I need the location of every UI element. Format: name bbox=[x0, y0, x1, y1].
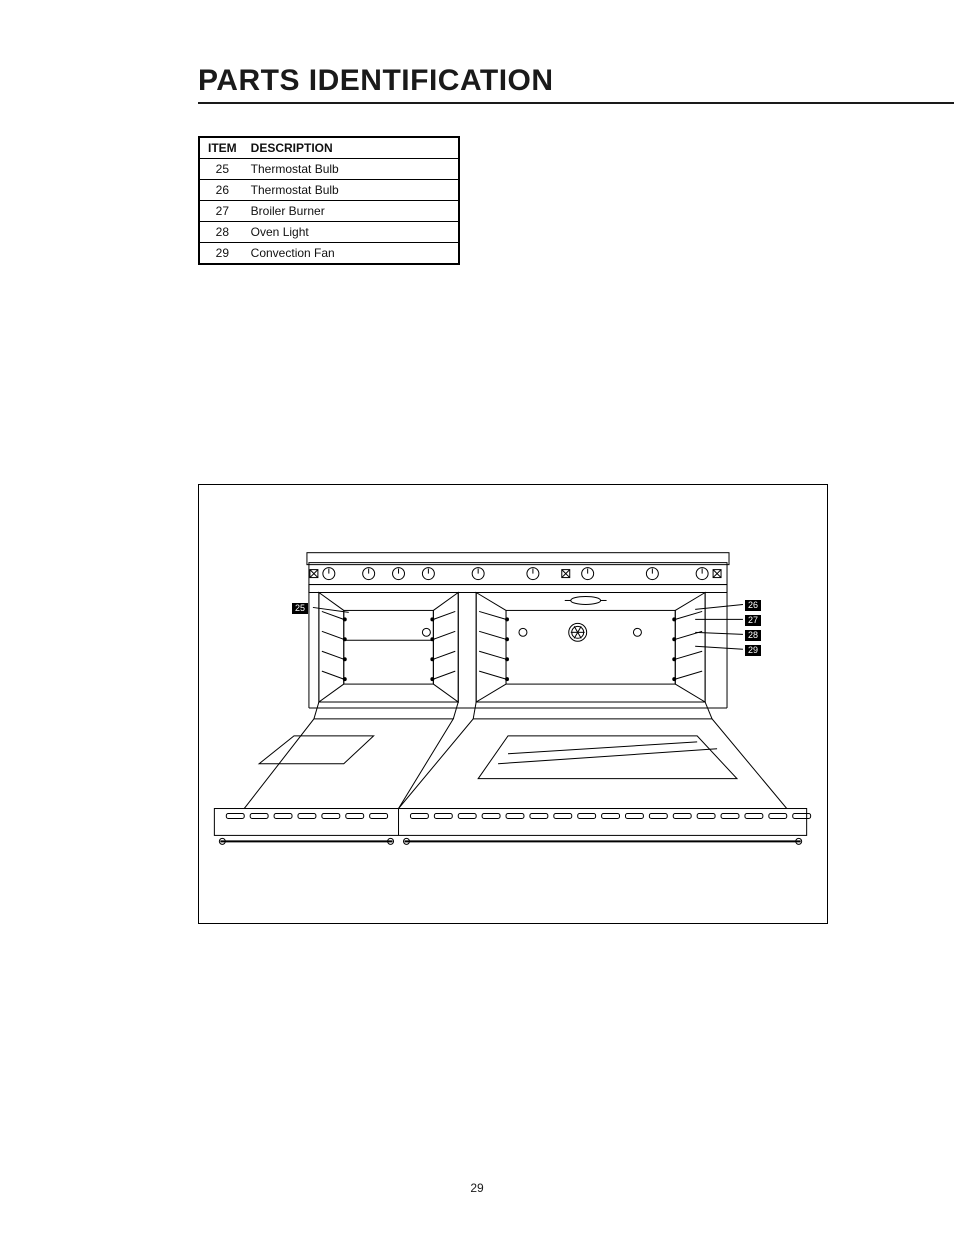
callout-29: 29 bbox=[745, 645, 761, 656]
col-item: ITEM bbox=[199, 137, 243, 159]
title-underline bbox=[198, 102, 954, 104]
cell-item: 26 bbox=[199, 180, 243, 201]
cell-desc: Thermostat Bulb bbox=[243, 180, 459, 201]
cell-item: 28 bbox=[199, 222, 243, 243]
cell-desc: Broiler Burner bbox=[243, 201, 459, 222]
cell-desc: Convection Fan bbox=[243, 243, 459, 265]
cell-desc: Oven Light bbox=[243, 222, 459, 243]
section-title: PARTS IDENTIFICATION bbox=[198, 64, 554, 98]
callout-27: 27 bbox=[745, 615, 761, 626]
table-row: 29 Convection Fan bbox=[199, 243, 459, 265]
cell-item: 25 bbox=[199, 159, 243, 180]
cell-desc: Thermostat Bulb bbox=[243, 159, 459, 180]
callout-26: 26 bbox=[745, 600, 761, 611]
oven-diagram bbox=[199, 485, 827, 923]
diagram-frame: 25 26 27 28 29 bbox=[198, 484, 828, 924]
table-row: 25 Thermostat Bulb bbox=[199, 159, 459, 180]
callout-25: 25 bbox=[292, 603, 308, 614]
table-row: 27 Broiler Burner bbox=[199, 201, 459, 222]
cell-item: 27 bbox=[199, 201, 243, 222]
table-row: 26 Thermostat Bulb bbox=[199, 180, 459, 201]
table-row: 28 Oven Light bbox=[199, 222, 459, 243]
parts-table: ITEM DESCRIPTION 25 Thermostat Bulb 26 T… bbox=[198, 136, 460, 265]
table-header-row: ITEM DESCRIPTION bbox=[199, 137, 459, 159]
page-number: 29 bbox=[0, 1181, 954, 1195]
col-desc: DESCRIPTION bbox=[243, 137, 459, 159]
callout-28: 28 bbox=[745, 630, 761, 641]
cell-item: 29 bbox=[199, 243, 243, 265]
